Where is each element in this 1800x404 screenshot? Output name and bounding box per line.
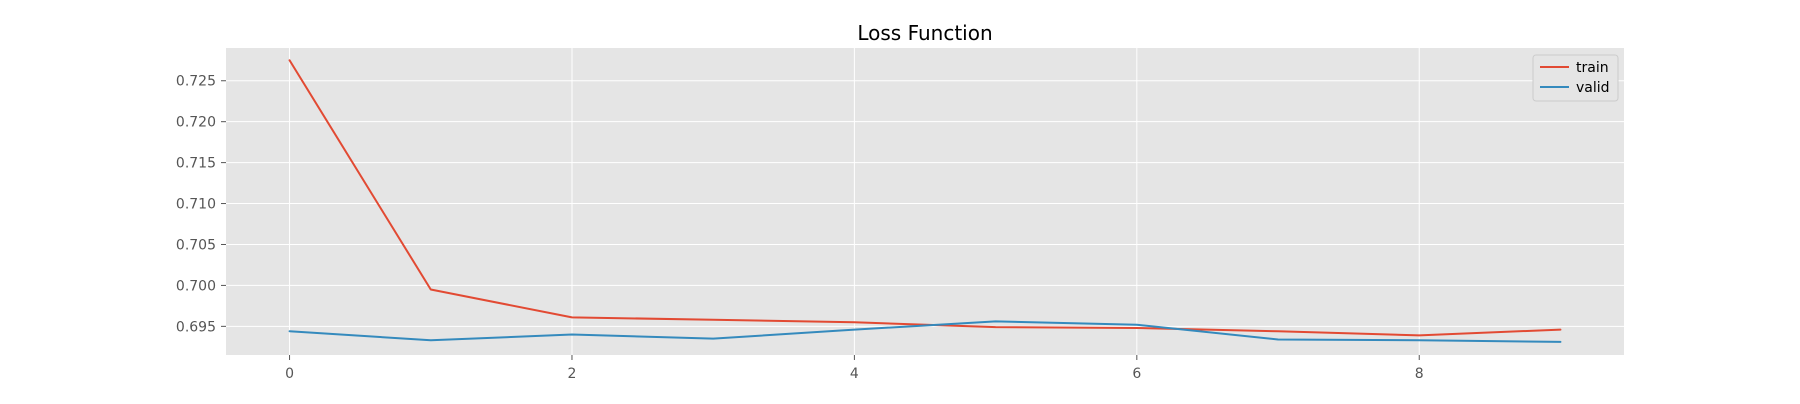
data-point-valid [853,328,856,331]
data-point-train [1277,330,1280,333]
series-line-valid [288,320,1562,343]
y-tick-label: 0.695 [176,319,216,335]
data-point-valid [1559,340,1562,343]
data-point-valid [288,330,291,333]
y-tick-label: 0.725 [176,74,216,90]
data-point-valid [570,333,573,336]
data-point-valid [429,339,432,342]
x-tick-label: 4 [850,366,859,382]
series-layer [288,59,1562,343]
data-point-valid [712,337,715,340]
axis-ticks: 0 2 4 6 8 0.695 0.700 0.705 0.710 0.715 0.720 0.725 [176,74,1424,382]
chart-title: Loss Function [857,21,992,45]
y-tick-label: 0.705 [176,237,216,253]
legend-label-valid: valid [1576,80,1610,96]
legend-label-train: train [1576,60,1609,76]
data-point-train [1135,326,1138,329]
data-point-valid [1135,323,1138,326]
data-point-train [429,288,432,291]
plot-area [226,48,1624,355]
x-tick-label: 8 [1415,366,1424,382]
data-point-train [1418,334,1421,337]
y-tick-label: 0.700 [176,278,216,294]
data-point-valid [1277,338,1280,341]
data-point-train [712,318,715,321]
legend: train valid [1532,54,1619,102]
x-tick-label: 0 [285,366,294,382]
y-tick-label: 0.710 [176,197,216,213]
data-point-train [570,316,573,319]
y-tick-label: 0.715 [176,156,216,172]
data-point-train [1559,328,1562,331]
data-point-train [853,321,856,324]
y-tick-label: 0.720 [176,115,216,131]
data-point-train [994,326,997,329]
data-point-valid [1418,339,1421,342]
x-tick-label: 6 [1132,366,1141,382]
x-tick-label: 2 [568,366,577,382]
data-point-train [288,59,291,62]
data-point-valid [994,320,997,323]
